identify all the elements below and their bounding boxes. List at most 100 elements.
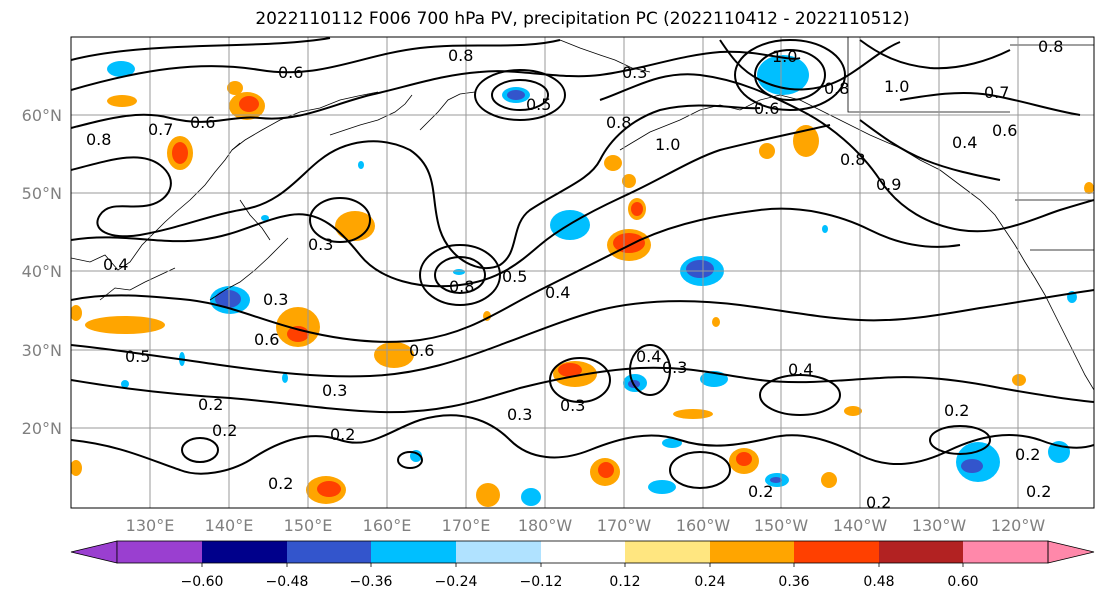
lon-label: 150°W	[754, 516, 809, 535]
contour-label: 0.2	[944, 401, 969, 420]
contour-label: 0.8	[448, 46, 473, 65]
lat-label: 20°N	[22, 419, 62, 438]
lon-label: 170°W	[597, 516, 652, 535]
precip-patch	[686, 260, 714, 278]
colorbar-tick-label: 0.24	[694, 574, 725, 590]
lon-label: 180°W	[518, 516, 573, 535]
precip-patch	[172, 142, 188, 164]
precip-patch	[613, 233, 645, 253]
colorbar-tick-label: 0.12	[609, 574, 640, 590]
contour-label: 0.3	[308, 235, 333, 254]
contour-label: 0.4	[545, 283, 570, 302]
contour-label: 0.2	[212, 421, 237, 440]
contour-label: 0.3	[662, 358, 687, 377]
contour-label: 0.5	[526, 95, 551, 114]
contour-label: 0.8	[449, 277, 474, 296]
contour-label: 0.2	[1015, 445, 1040, 464]
precip-patch	[261, 215, 269, 221]
lon-label: 140°E	[205, 516, 254, 535]
lat-label: 40°N	[22, 262, 62, 281]
contour-label: 0.8	[86, 130, 111, 149]
colorbar-extend-low	[70, 540, 118, 564]
precip-patch	[604, 155, 622, 171]
colorbar-tick-label: 0.60	[947, 574, 978, 590]
precip-patch	[121, 380, 129, 388]
contour-label: 0.4	[636, 347, 661, 366]
precip-patch	[673, 409, 713, 419]
contour-label: 0.8	[1038, 37, 1063, 56]
precip-patch	[622, 174, 636, 188]
precip-patch	[770, 477, 782, 483]
contour-label: 0.2	[748, 482, 773, 501]
colorbar-segment	[625, 541, 710, 563]
colorbar-tick-label: 0.36	[778, 574, 809, 590]
contour-label: 0.8	[840, 150, 865, 169]
precip-patch	[107, 61, 135, 77]
contour-label: 0.7	[984, 83, 1009, 102]
contour-label: 1.0	[772, 47, 797, 66]
contour-label: 0.9	[876, 175, 901, 194]
contour-label: 0.6	[278, 63, 303, 82]
longitude-labels: 130°E 140°E 150°E 160°E 170°E 180°W 170°…	[126, 516, 1046, 535]
colorbar-segment	[963, 541, 1048, 563]
precip-patch	[558, 363, 582, 377]
colorbar-tick-label: −0.36	[350, 574, 393, 590]
contour-label: 0.2	[268, 474, 293, 493]
precip-patch	[736, 452, 752, 466]
contour-label: 1.0	[655, 135, 680, 154]
precip-patch	[1012, 374, 1026, 386]
precip-patch	[227, 81, 243, 95]
precip-patch	[844, 406, 862, 416]
colorbar-segment	[371, 541, 456, 563]
contour-label: 0.5	[502, 267, 527, 286]
precip-patch	[712, 317, 720, 327]
contour-label: 0.3	[560, 396, 585, 415]
colorbar-segment	[456, 541, 541, 563]
colorbar-segment	[202, 541, 287, 563]
precip-patch	[598, 462, 614, 478]
contour-label: 0.6	[754, 99, 779, 118]
precip-patch	[317, 481, 341, 497]
precip-patch	[521, 488, 541, 506]
colorbar-extend-high	[1047, 540, 1095, 564]
precip-patch	[374, 342, 414, 368]
precip-patch	[821, 472, 837, 488]
lon-label: 130°E	[126, 516, 175, 535]
contour-label: 0.3	[263, 290, 288, 309]
precip-patch	[1084, 182, 1094, 194]
contour-label: 0.2	[330, 425, 355, 444]
colorbar-tick-label: −0.12	[520, 574, 563, 590]
contour-label: 0.6	[254, 330, 279, 349]
lon-label: 140°W	[833, 516, 888, 535]
contour-label: 0.3	[622, 63, 647, 82]
contour-label: 0.8	[606, 113, 631, 132]
contour-label: 0.4	[788, 360, 813, 379]
precip-patch	[662, 438, 682, 448]
contour-label: 1.0	[884, 77, 909, 96]
colorbar-segment	[710, 541, 794, 563]
map-title: 2022110112 F006 700 hPa PV, precipitatio…	[255, 9, 910, 29]
precip-patch	[961, 459, 983, 473]
precip-patch	[793, 125, 819, 157]
precip-patch	[822, 225, 828, 233]
contour-label: 0.2	[198, 395, 223, 414]
contour-label: 0.8	[824, 79, 849, 98]
contour-label: 0.2	[866, 493, 891, 512]
map-frame	[70, 36, 1095, 509]
contour-labels: 0.8 0.6 0.7 0.6 0.8 0.5 0.3 0.8 1.0 0.8 …	[86, 37, 1063, 512]
lat-label: 30°N	[22, 341, 62, 360]
contour-label: 0.3	[322, 381, 347, 400]
pv-contours	[71, 37, 1094, 489]
precip-patch	[507, 90, 525, 100]
precip-patch	[453, 269, 465, 275]
contour-label: 0.4	[952, 133, 977, 152]
precip-patch	[648, 480, 676, 494]
precip-patch	[107, 95, 137, 107]
precip-patch	[476, 483, 500, 507]
latitude-labels: 60°N 50°N 40°N 30°N 20°N	[22, 106, 62, 438]
precip-patch	[71, 460, 82, 476]
lon-label: 160°W	[676, 516, 731, 535]
precip-patch	[85, 316, 165, 334]
lon-label: 130°W	[912, 516, 967, 535]
